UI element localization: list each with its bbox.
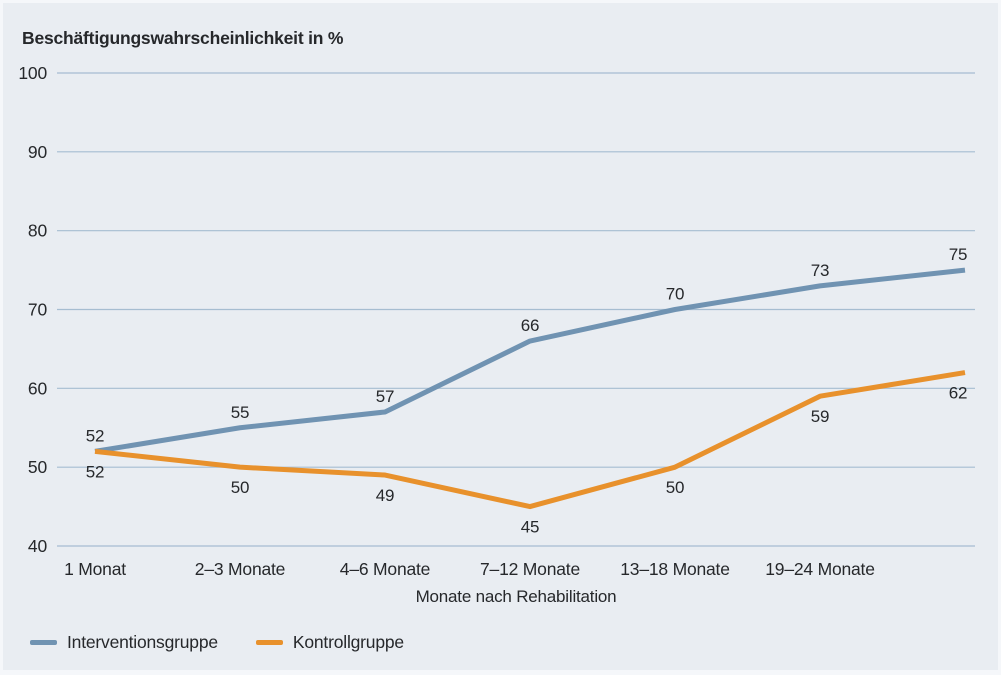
chart-panel	[3, 3, 998, 670]
legend-swatch-icon	[30, 640, 57, 645]
x-tick-label: 2–3 Monate	[195, 559, 285, 579]
x-tick-label: 1 Monat	[64, 559, 126, 579]
data-label-kontrollgruppe: 50	[666, 478, 685, 497]
legend: Interventionsgruppe Kontrollgruppe	[30, 632, 404, 653]
data-label-kontrollgruppe: 59	[811, 407, 830, 426]
y-tick-label: 70	[28, 300, 48, 320]
x-tick-label: 13–18 Monate	[620, 559, 730, 579]
legend-item-interventionsgruppe: Interventionsgruppe	[30, 632, 218, 653]
y-tick-label: 90	[28, 142, 48, 162]
y-tick-label: 100	[18, 63, 47, 83]
data-label-interventionsgruppe: 66	[521, 316, 540, 335]
y-tick-label: 60	[28, 378, 48, 398]
data-label-interventionsgruppe: 52	[86, 426, 105, 445]
data-label-interventionsgruppe: 70	[666, 285, 685, 304]
x-tick-label: 7–12 Monate	[480, 559, 580, 579]
data-label-interventionsgruppe: 75	[949, 245, 968, 264]
x-tick-label: 19–24 Monate	[765, 559, 875, 579]
y-tick-label: 40	[28, 536, 48, 556]
data-label-interventionsgruppe: 73	[811, 261, 830, 280]
data-label-kontrollgruppe: 49	[376, 486, 395, 505]
series-line-interventionsgruppe	[94, 267, 966, 454]
x-axis-title: Monate nach Rehabilitation	[415, 587, 617, 606]
data-label-kontrollgruppe: 50	[231, 478, 250, 497]
data-label-interventionsgruppe: 57	[376, 387, 395, 406]
series-line-kontrollgruppe	[94, 370, 966, 510]
legend-swatch-icon	[255, 640, 283, 645]
y-tick-label: 80	[28, 221, 48, 241]
legend-label: Kontrollgruppe	[292, 632, 404, 652]
data-label-kontrollgruppe: 52	[86, 462, 105, 481]
y-tick-label: 50	[28, 457, 48, 477]
chart-title: Beschäftigungswahrscheinlichkeit in %	[22, 28, 344, 48]
legend-label: Interventionsgruppe	[67, 632, 218, 652]
legend-item-kontrollgruppe: Kontrollgruppe	[255, 632, 404, 653]
data-label-kontrollgruppe: 62	[949, 384, 968, 403]
data-label-kontrollgruppe: 45	[521, 518, 540, 537]
data-label-interventionsgruppe: 55	[231, 403, 250, 422]
x-tick-label: 4–6 Monate	[340, 559, 430, 579]
